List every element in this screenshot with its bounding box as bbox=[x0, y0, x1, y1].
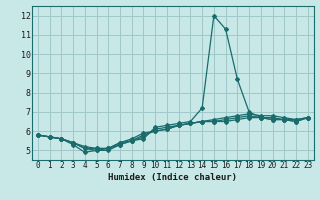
X-axis label: Humidex (Indice chaleur): Humidex (Indice chaleur) bbox=[108, 173, 237, 182]
